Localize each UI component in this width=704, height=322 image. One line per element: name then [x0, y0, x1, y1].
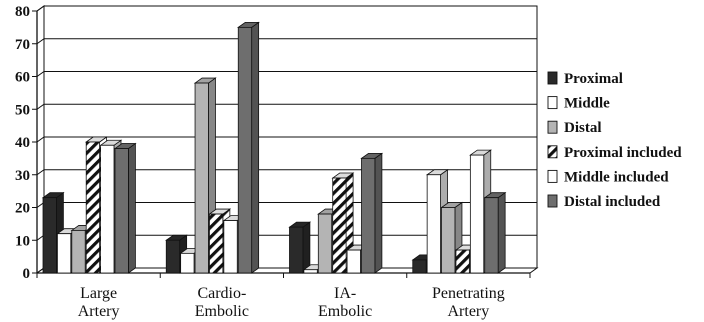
- legend-item-middle: Middle: [547, 96, 610, 112]
- legend-item-distal-included: Distal included: [547, 194, 661, 210]
- x-tick-label-line: Artery: [447, 303, 489, 320]
- bars: [41, 21, 507, 274]
- bar-front: [223, 220, 238, 274]
- x-tick-label-line: Embolic: [195, 303, 249, 320]
- gridline-80: [36, 5, 537, 12]
- y-tick-label-60: 60: [15, 70, 30, 86]
- bar-cardio-embolic-distal-included: [237, 21, 260, 274]
- bar-large-artery-distal-included: [113, 142, 137, 274]
- legend-label: Middle: [564, 96, 610, 112]
- legend-label: Middle included: [564, 169, 669, 185]
- legend-swatch: [547, 145, 558, 159]
- legend-label: Proximal included: [564, 145, 682, 161]
- legend-swatch: [547, 120, 558, 134]
- bar-front: [85, 141, 100, 274]
- bar-front: [180, 252, 195, 274]
- x-tick-label-line: Large: [80, 285, 117, 302]
- bar-side: [127, 142, 136, 274]
- bar-side: [497, 191, 506, 274]
- bar-front: [209, 213, 224, 274]
- y-tick-label-20: 20: [15, 201, 30, 217]
- legend-item-distal: Distal: [547, 120, 602, 136]
- bar-front: [194, 82, 209, 274]
- bar-front: [317, 213, 333, 274]
- bar-front: [303, 269, 318, 274]
- x-tick-label-ia-embolic: IA-Embolic: [318, 285, 372, 320]
- legend-item-middle-included: Middle included: [547, 169, 669, 185]
- gridline-40: [36, 136, 537, 143]
- bar-front: [289, 226, 304, 274]
- x-tick-label-penetrating-artery: Penetrating Artery: [432, 285, 505, 320]
- x-tick-label-line: Cardio-: [197, 285, 246, 302]
- bar-front: [237, 26, 253, 274]
- x-tick-label-large-artery: Large Artery: [78, 285, 120, 320]
- legend-item-proximal: Proximal: [547, 71, 623, 87]
- gridline-70: [36, 38, 537, 45]
- legend-swatch: [547, 96, 558, 110]
- bar-side: [251, 21, 260, 274]
- legend-label: Distal included: [564, 194, 661, 210]
- bar-side: [374, 152, 383, 274]
- bar-front: [100, 144, 115, 274]
- bar-front: [361, 157, 376, 274]
- legend-label: Proximal: [564, 71, 623, 87]
- legend-swatch: [547, 194, 558, 208]
- x-tick-label-cardio-embolic: Cardio-Embolic: [195, 285, 249, 320]
- bar-front: [469, 154, 485, 274]
- legend-swatch: [547, 169, 558, 183]
- y-tick-label-0: 0: [23, 266, 31, 282]
- bar-front: [426, 174, 441, 274]
- y-tick-label-40: 40: [15, 135, 30, 151]
- y-tick-labels: 0 10 20 30 40 50 60 70 80: [15, 4, 30, 282]
- bar-front: [484, 197, 499, 274]
- y-tick-label-50: 50: [15, 102, 30, 118]
- bar-side: [302, 221, 311, 274]
- legend-label: Distal: [564, 120, 602, 136]
- y-tick-label-30: 30: [15, 168, 30, 184]
- bar-front: [165, 239, 181, 274]
- x-tick-label-line: Penetrating: [432, 285, 505, 302]
- bar-front: [114, 148, 129, 274]
- legend-swatch: [547, 71, 558, 85]
- bar-penetrating-artery-distal-included: [483, 191, 507, 274]
- bar-front: [455, 249, 470, 274]
- bar-front: [346, 249, 361, 274]
- bar-front: [57, 233, 72, 274]
- legend: Proximal Middle Distal Proximal included Mid…: [547, 71, 682, 210]
- x-tick-label-line: IA-: [334, 285, 356, 302]
- bar-ia-embolic-proximal-included: [331, 172, 355, 274]
- y-tick-label-80: 80: [15, 4, 30, 20]
- y-tick-label-10: 10: [15, 233, 30, 249]
- gridline-60: [36, 71, 537, 77]
- bar-front: [332, 177, 347, 274]
- y-tick-label-70: 70: [15, 37, 30, 53]
- bar-ia-embolic-distal-included: [360, 152, 384, 274]
- bar-ia-embolic-proximal: [288, 221, 312, 274]
- bar-front: [71, 230, 86, 274]
- x-tick-label-line: Embolic: [318, 303, 372, 320]
- legend-item-proximal-included: Proximal included: [547, 145, 682, 161]
- bar-front: [412, 259, 427, 274]
- x-tick-label-line: Artery: [78, 303, 120, 320]
- gridline-50: [36, 103, 537, 110]
- bar-front: [441, 207, 456, 274]
- x-tick-labels: Large ArteryCardio-EmbolicIA-EmbolicPenet…: [78, 285, 505, 320]
- bar-front: [42, 197, 57, 274]
